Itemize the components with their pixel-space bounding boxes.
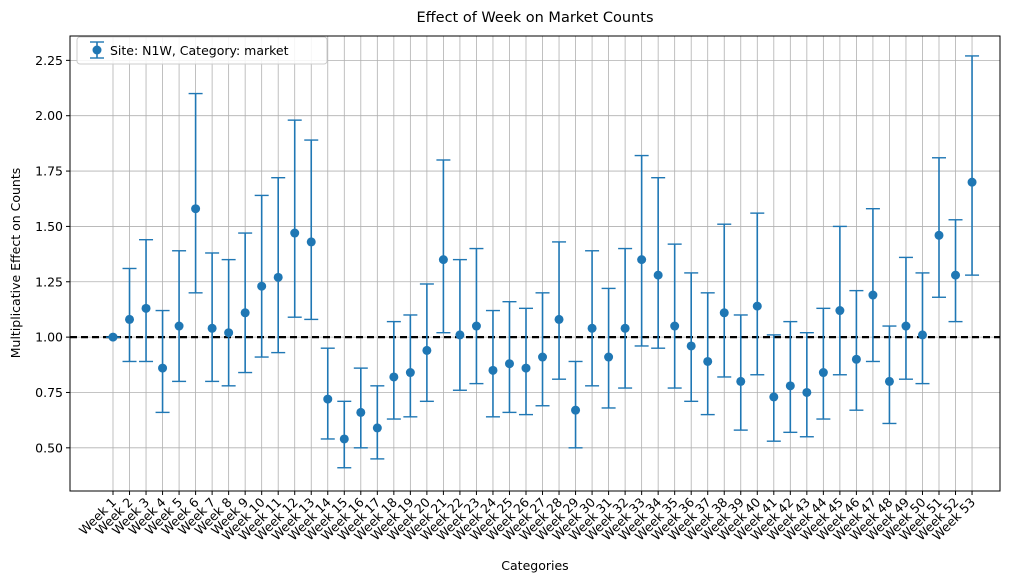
data-point xyxy=(158,363,168,373)
data-point xyxy=(736,376,746,386)
data-point xyxy=(488,365,498,375)
legend-box xyxy=(76,36,328,65)
y-tick-label: 1.25 xyxy=(35,274,63,289)
y-tick-label: 1.50 xyxy=(35,219,63,234)
data-point xyxy=(455,330,465,340)
data-point xyxy=(224,328,234,338)
data-point xyxy=(504,359,514,369)
data-point xyxy=(802,387,812,397)
data-point xyxy=(339,434,349,444)
y-tick-label: 0.50 xyxy=(35,440,63,455)
legend-label: Site: N1W, Category: market xyxy=(110,43,289,58)
data-point xyxy=(653,270,663,280)
y-tick-label: 2.00 xyxy=(35,108,63,123)
data-point xyxy=(835,306,845,316)
data-point xyxy=(174,321,184,331)
legend-point xyxy=(92,45,102,55)
data-layer xyxy=(106,55,980,469)
data-point xyxy=(257,281,267,291)
data-point xyxy=(703,356,713,366)
data-point xyxy=(306,237,316,247)
data-point xyxy=(620,323,630,333)
data-point xyxy=(785,381,795,391)
data-point xyxy=(769,392,779,402)
data-point xyxy=(951,270,961,280)
axes-layer xyxy=(69,35,1001,492)
grid-layer xyxy=(70,36,1000,491)
y-axis-ticks: 0.50 0.75 1.00 1.25 1.50 1.75 2.00 2.25 xyxy=(35,53,70,455)
data-point xyxy=(372,423,382,433)
y-tick-label: 1.75 xyxy=(35,164,63,179)
data-point xyxy=(884,376,894,386)
data-point xyxy=(901,321,911,331)
data-point xyxy=(191,204,201,214)
data-point xyxy=(752,301,762,311)
data-point xyxy=(719,308,729,318)
data-point xyxy=(323,394,333,404)
x-axis-label: Categories xyxy=(501,558,568,573)
data-point xyxy=(521,363,531,373)
data-point xyxy=(587,323,597,333)
data-point xyxy=(868,290,878,300)
y-tick-label: 1.00 xyxy=(35,330,63,345)
data-point xyxy=(686,341,696,351)
data-point xyxy=(818,368,828,378)
data-point xyxy=(967,177,977,187)
y-axis-label: Multiplicative Effect on Counts xyxy=(8,168,23,359)
data-point xyxy=(290,228,300,238)
data-point xyxy=(604,352,614,362)
data-point xyxy=(538,352,548,362)
data-point xyxy=(405,368,415,378)
data-point xyxy=(389,372,399,382)
data-point xyxy=(637,255,647,265)
data-point xyxy=(207,323,217,333)
data-point xyxy=(851,354,861,364)
data-point xyxy=(125,314,135,324)
data-point xyxy=(356,407,366,417)
data-point xyxy=(554,314,564,324)
data-point xyxy=(917,330,927,340)
data-point xyxy=(422,345,432,355)
data-point xyxy=(934,230,944,240)
data-point xyxy=(240,308,250,318)
legend-marker xyxy=(90,41,104,59)
data-point xyxy=(273,272,283,282)
legend: Site: N1W, Category: market xyxy=(76,36,328,65)
chart-title: Effect of Week on Market Counts xyxy=(417,10,654,26)
data-point xyxy=(438,255,448,265)
data-point xyxy=(670,321,680,331)
data-point xyxy=(571,405,581,415)
plot-frame xyxy=(69,35,1001,492)
data-point xyxy=(141,303,151,313)
data-point xyxy=(471,321,481,331)
y-tick-label: 2.25 xyxy=(35,53,63,68)
y-tick-label: 0.75 xyxy=(35,385,63,400)
data-point xyxy=(108,332,118,342)
